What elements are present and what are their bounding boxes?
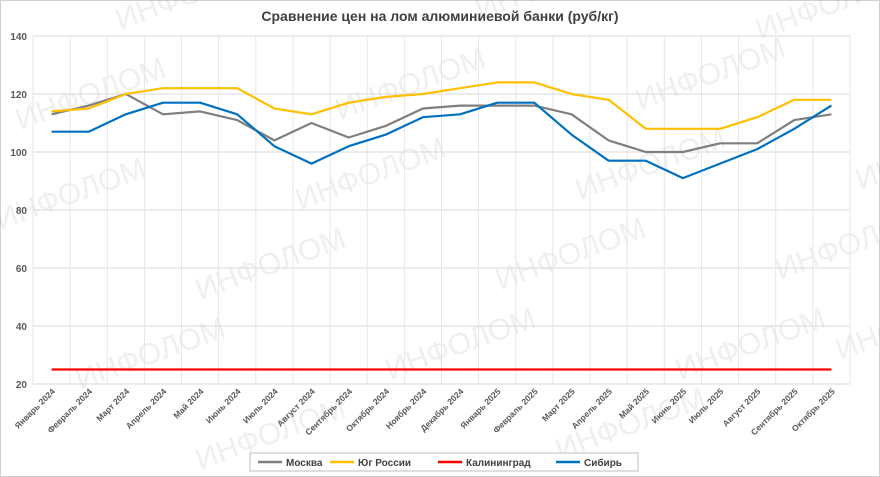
y-tick-label: 20 <box>16 380 28 391</box>
y-tick-label: 120 <box>10 90 27 101</box>
y-tick-label: 40 <box>16 322 28 333</box>
series-lines <box>51 81 832 371</box>
legend-label: Калининград <box>466 458 531 469</box>
legend: Москва Юг России Калининград Сибирь <box>249 452 639 472</box>
legend-label: Юг России <box>358 458 411 469</box>
y-tick-label: 60 <box>16 264 28 275</box>
y-tick-label: 80 <box>16 206 28 217</box>
series-line-Сибирь <box>51 101 832 180</box>
gridlines <box>32 35 851 385</box>
y-tick-label: 140 <box>10 32 27 43</box>
y-axis: 20 40 60 80 100 120 140 <box>10 32 27 391</box>
series-line-Юг России <box>51 81 832 130</box>
legend-label: Москва <box>286 458 323 469</box>
legend-label: Сибирь <box>584 457 622 469</box>
chart-title: Сравнение цен на лом алюминиевой банки (… <box>261 8 618 24</box>
series-line-Москва <box>51 92 832 154</box>
y-tick-label: 100 <box>10 148 27 159</box>
